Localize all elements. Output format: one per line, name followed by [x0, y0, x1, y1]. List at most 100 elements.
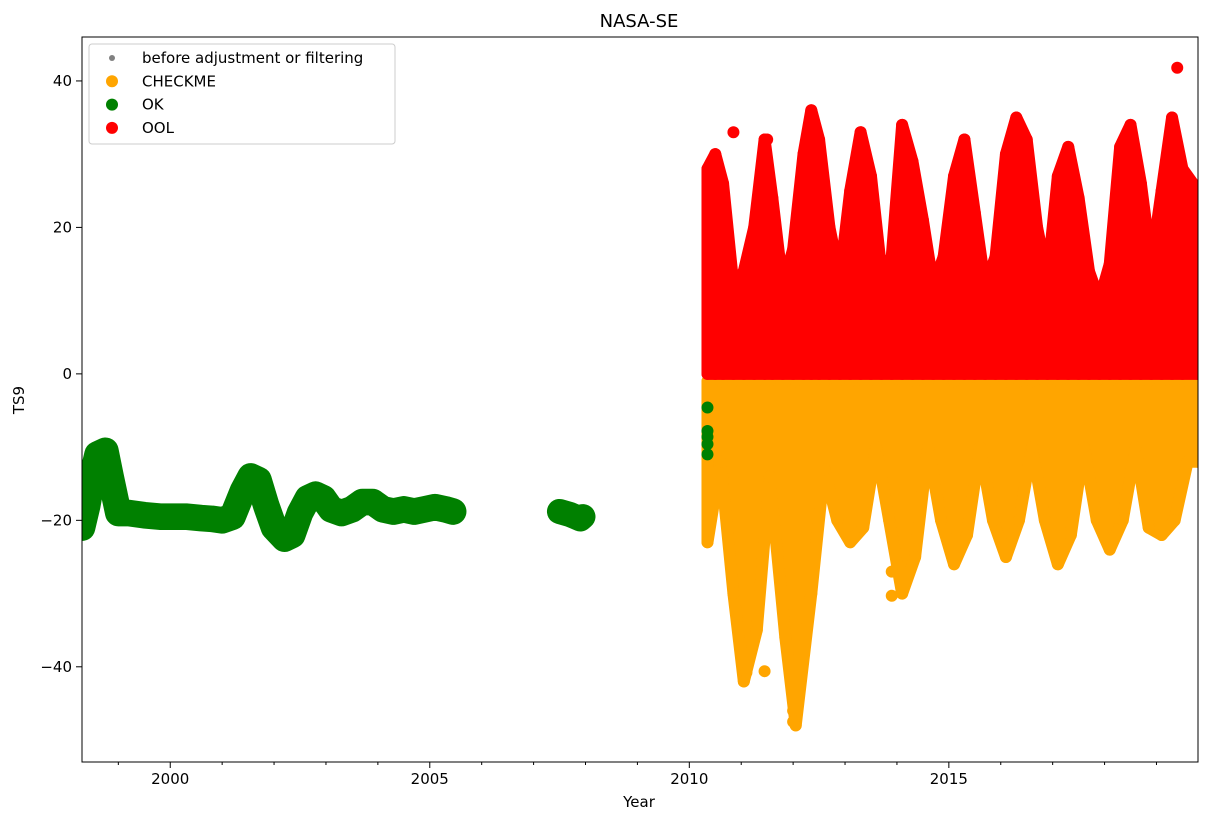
data-point	[335, 507, 348, 520]
data-point	[1134, 367, 1147, 380]
x-tick-label: 2005	[411, 770, 449, 788]
data-point	[408, 505, 421, 518]
series-ool-band	[701, 61, 1198, 380]
data-point	[748, 367, 761, 380]
data-point	[387, 505, 400, 518]
data-point	[82, 499, 94, 512]
data-point	[973, 441, 986, 454]
data-point	[906, 155, 919, 168]
data-point	[1171, 61, 1184, 74]
data-point	[1038, 514, 1051, 527]
data-point	[776, 279, 789, 292]
data-point	[1129, 441, 1142, 454]
data-point	[268, 521, 281, 534]
data-point	[1077, 441, 1090, 454]
data-point	[927, 279, 940, 292]
data-point	[216, 514, 229, 527]
data-point	[709, 148, 722, 161]
data-point	[366, 496, 379, 509]
data-point	[1192, 184, 1198, 197]
data-point	[294, 507, 307, 520]
data-point	[999, 148, 1012, 161]
data-point	[1025, 441, 1038, 454]
data-point	[740, 666, 753, 679]
data-point	[916, 367, 929, 380]
data-point	[1051, 170, 1064, 183]
data-point	[1082, 265, 1095, 278]
data-point	[377, 503, 390, 516]
data-point	[948, 558, 961, 571]
data-point	[86, 470, 99, 483]
data-point	[153, 510, 166, 523]
data-point	[428, 501, 441, 514]
data-point	[776, 367, 789, 380]
data-point	[761, 133, 774, 146]
data-point	[1103, 367, 1116, 380]
data-point	[1051, 367, 1064, 380]
data-point	[1012, 514, 1025, 527]
series-ok-trace-2	[546, 498, 596, 532]
legend-label: OOL	[142, 119, 175, 137]
data-point	[979, 279, 992, 292]
data-point	[818, 463, 831, 476]
data-point	[916, 214, 929, 227]
data-point	[1051, 558, 1064, 571]
data-point	[1166, 367, 1179, 380]
y-tick-label: 40	[53, 72, 72, 90]
data-point	[164, 510, 177, 523]
data-point	[885, 565, 898, 578]
x-axis-label: Year	[622, 793, 656, 811]
data-point	[1155, 528, 1168, 541]
data-point	[979, 367, 992, 380]
y-axis-label: TS9	[10, 386, 28, 415]
data-point	[787, 715, 800, 728]
series-envelope	[701, 375, 1198, 732]
data-point	[823, 221, 836, 234]
data-point	[1166, 111, 1179, 124]
data-point	[1181, 455, 1194, 468]
data-point	[937, 250, 950, 263]
data-point	[1072, 367, 1085, 380]
series-ok-points	[701, 401, 714, 461]
y-tick-label: −40	[40, 658, 72, 676]
data-point	[896, 367, 909, 380]
data-point	[875, 367, 888, 380]
data-point	[1072, 192, 1085, 205]
data-point	[989, 250, 1002, 263]
data-point	[1134, 177, 1147, 190]
data-point	[205, 512, 218, 525]
x-axis: 2000 2005 2010 2015	[117, 762, 1157, 788]
data-point	[1010, 367, 1023, 380]
data-point	[968, 367, 981, 380]
data-point	[112, 507, 125, 520]
data-point	[958, 367, 971, 380]
data-point	[805, 104, 818, 117]
y-tick-label: 0	[62, 365, 72, 383]
data-point	[138, 509, 151, 522]
data-point	[1114, 367, 1127, 380]
data-point	[727, 367, 740, 380]
data-point	[787, 704, 800, 717]
data-point	[714, 455, 727, 468]
data-point	[1031, 221, 1044, 234]
data-point	[787, 243, 800, 256]
data-point	[1090, 514, 1103, 527]
data-point	[1176, 162, 1189, 175]
data-point	[1093, 294, 1106, 307]
data-point	[82, 521, 88, 534]
data-point	[844, 536, 857, 549]
data-point	[737, 265, 750, 278]
data-point	[701, 401, 714, 414]
data-point	[1010, 111, 1023, 124]
data-point	[1020, 367, 1033, 380]
data-point	[857, 521, 870, 534]
data-point	[766, 192, 779, 205]
data-point	[1168, 514, 1181, 527]
data-point	[1041, 272, 1054, 285]
data-point	[447, 505, 460, 518]
data-point	[948, 367, 961, 380]
data-point	[805, 587, 818, 600]
data-point	[906, 367, 919, 380]
data-point	[813, 367, 826, 380]
data-point	[701, 438, 714, 451]
